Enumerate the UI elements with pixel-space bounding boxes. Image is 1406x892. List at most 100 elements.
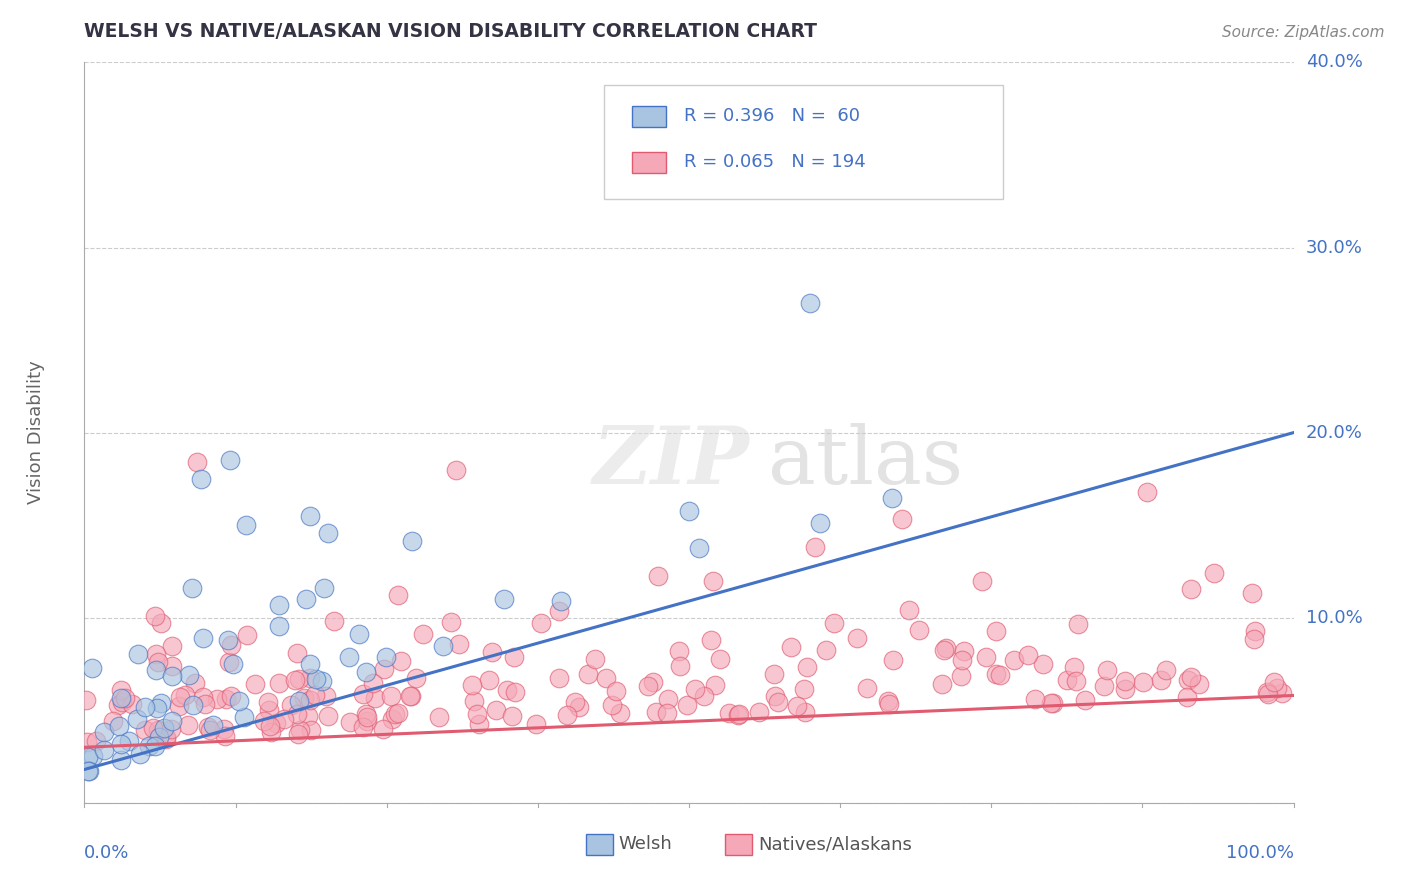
- Point: [1180, 670, 1202, 684]
- Point: [793, 681, 815, 696]
- Point: [181, 581, 204, 595]
- Point: [846, 631, 869, 645]
- Point: [485, 703, 508, 717]
- Point: [595, 672, 617, 686]
- Point: [718, 706, 741, 720]
- Point: [600, 698, 623, 712]
- Point: [381, 712, 404, 726]
- Point: [219, 453, 242, 467]
- Point: [1243, 632, 1265, 647]
- Point: [316, 709, 339, 723]
- Point: [1017, 648, 1039, 662]
- Point: [134, 723, 156, 737]
- Point: [373, 662, 395, 676]
- Point: [267, 619, 290, 633]
- Text: Vision Disability: Vision Disability: [27, 360, 45, 505]
- Point: [361, 675, 384, 690]
- Text: 30.0%: 30.0%: [1306, 238, 1362, 257]
- Point: [259, 719, 281, 733]
- Point: [709, 652, 731, 666]
- Point: [186, 455, 208, 469]
- Point: [897, 603, 920, 617]
- Point: [808, 516, 831, 530]
- Point: [217, 632, 239, 647]
- Point: [387, 706, 409, 720]
- Point: [501, 709, 523, 723]
- Point: [232, 709, 254, 723]
- Point: [890, 512, 912, 526]
- Point: [77, 749, 100, 764]
- Point: [125, 712, 148, 726]
- Point: [780, 640, 803, 655]
- Point: [82, 661, 104, 675]
- Point: [748, 705, 770, 719]
- Text: 20.0%: 20.0%: [1306, 424, 1362, 442]
- Point: [93, 743, 115, 757]
- Point: [339, 714, 361, 729]
- Point: [583, 652, 606, 666]
- Point: [143, 609, 166, 624]
- Point: [108, 718, 131, 732]
- Point: [953, 643, 976, 657]
- Point: [311, 674, 333, 689]
- Point: [1114, 681, 1136, 696]
- Point: [1039, 696, 1062, 710]
- Point: [568, 699, 591, 714]
- Point: [494, 592, 516, 607]
- Point: [882, 653, 904, 667]
- Point: [256, 695, 278, 709]
- Point: [287, 694, 309, 708]
- Point: [347, 627, 370, 641]
- Point: [235, 518, 257, 533]
- Point: [93, 725, 115, 739]
- Point: [149, 615, 172, 630]
- Point: [823, 615, 845, 630]
- Point: [1257, 687, 1279, 701]
- Point: [1067, 616, 1090, 631]
- Point: [284, 673, 307, 688]
- Point: [143, 739, 166, 753]
- Point: [468, 716, 491, 731]
- Point: [481, 645, 503, 659]
- Point: [1114, 674, 1136, 689]
- Text: R = 0.065   N = 194: R = 0.065 N = 194: [685, 153, 866, 171]
- Point: [1204, 566, 1226, 581]
- Text: ZIP: ZIP: [592, 424, 749, 501]
- Point: [323, 614, 346, 628]
- Point: [576, 666, 599, 681]
- Point: [440, 615, 463, 629]
- Point: [146, 723, 169, 738]
- Point: [550, 594, 572, 608]
- Point: [399, 690, 422, 704]
- Point: [727, 707, 749, 722]
- Point: [219, 689, 242, 703]
- Point: [389, 654, 412, 668]
- Point: [1056, 673, 1078, 688]
- Point: [75, 693, 97, 707]
- Point: [503, 685, 526, 699]
- Point: [463, 694, 485, 708]
- Point: [643, 674, 665, 689]
- Point: [214, 729, 236, 743]
- Point: [704, 678, 727, 692]
- Point: [387, 588, 409, 602]
- Point: [986, 624, 1008, 638]
- Point: [354, 665, 377, 679]
- Point: [427, 710, 450, 724]
- Point: [935, 641, 957, 656]
- Point: [688, 541, 710, 555]
- FancyBboxPatch shape: [586, 834, 613, 855]
- Point: [432, 639, 454, 653]
- Point: [1177, 673, 1199, 687]
- Point: [162, 714, 184, 729]
- Point: [799, 296, 821, 310]
- Point: [1180, 582, 1202, 597]
- Point: [644, 705, 666, 719]
- FancyBboxPatch shape: [633, 106, 666, 127]
- Point: [548, 604, 571, 618]
- Point: [148, 730, 170, 744]
- Point: [970, 574, 993, 588]
- Point: [128, 747, 150, 762]
- Point: [605, 684, 627, 698]
- Point: [1032, 657, 1054, 671]
